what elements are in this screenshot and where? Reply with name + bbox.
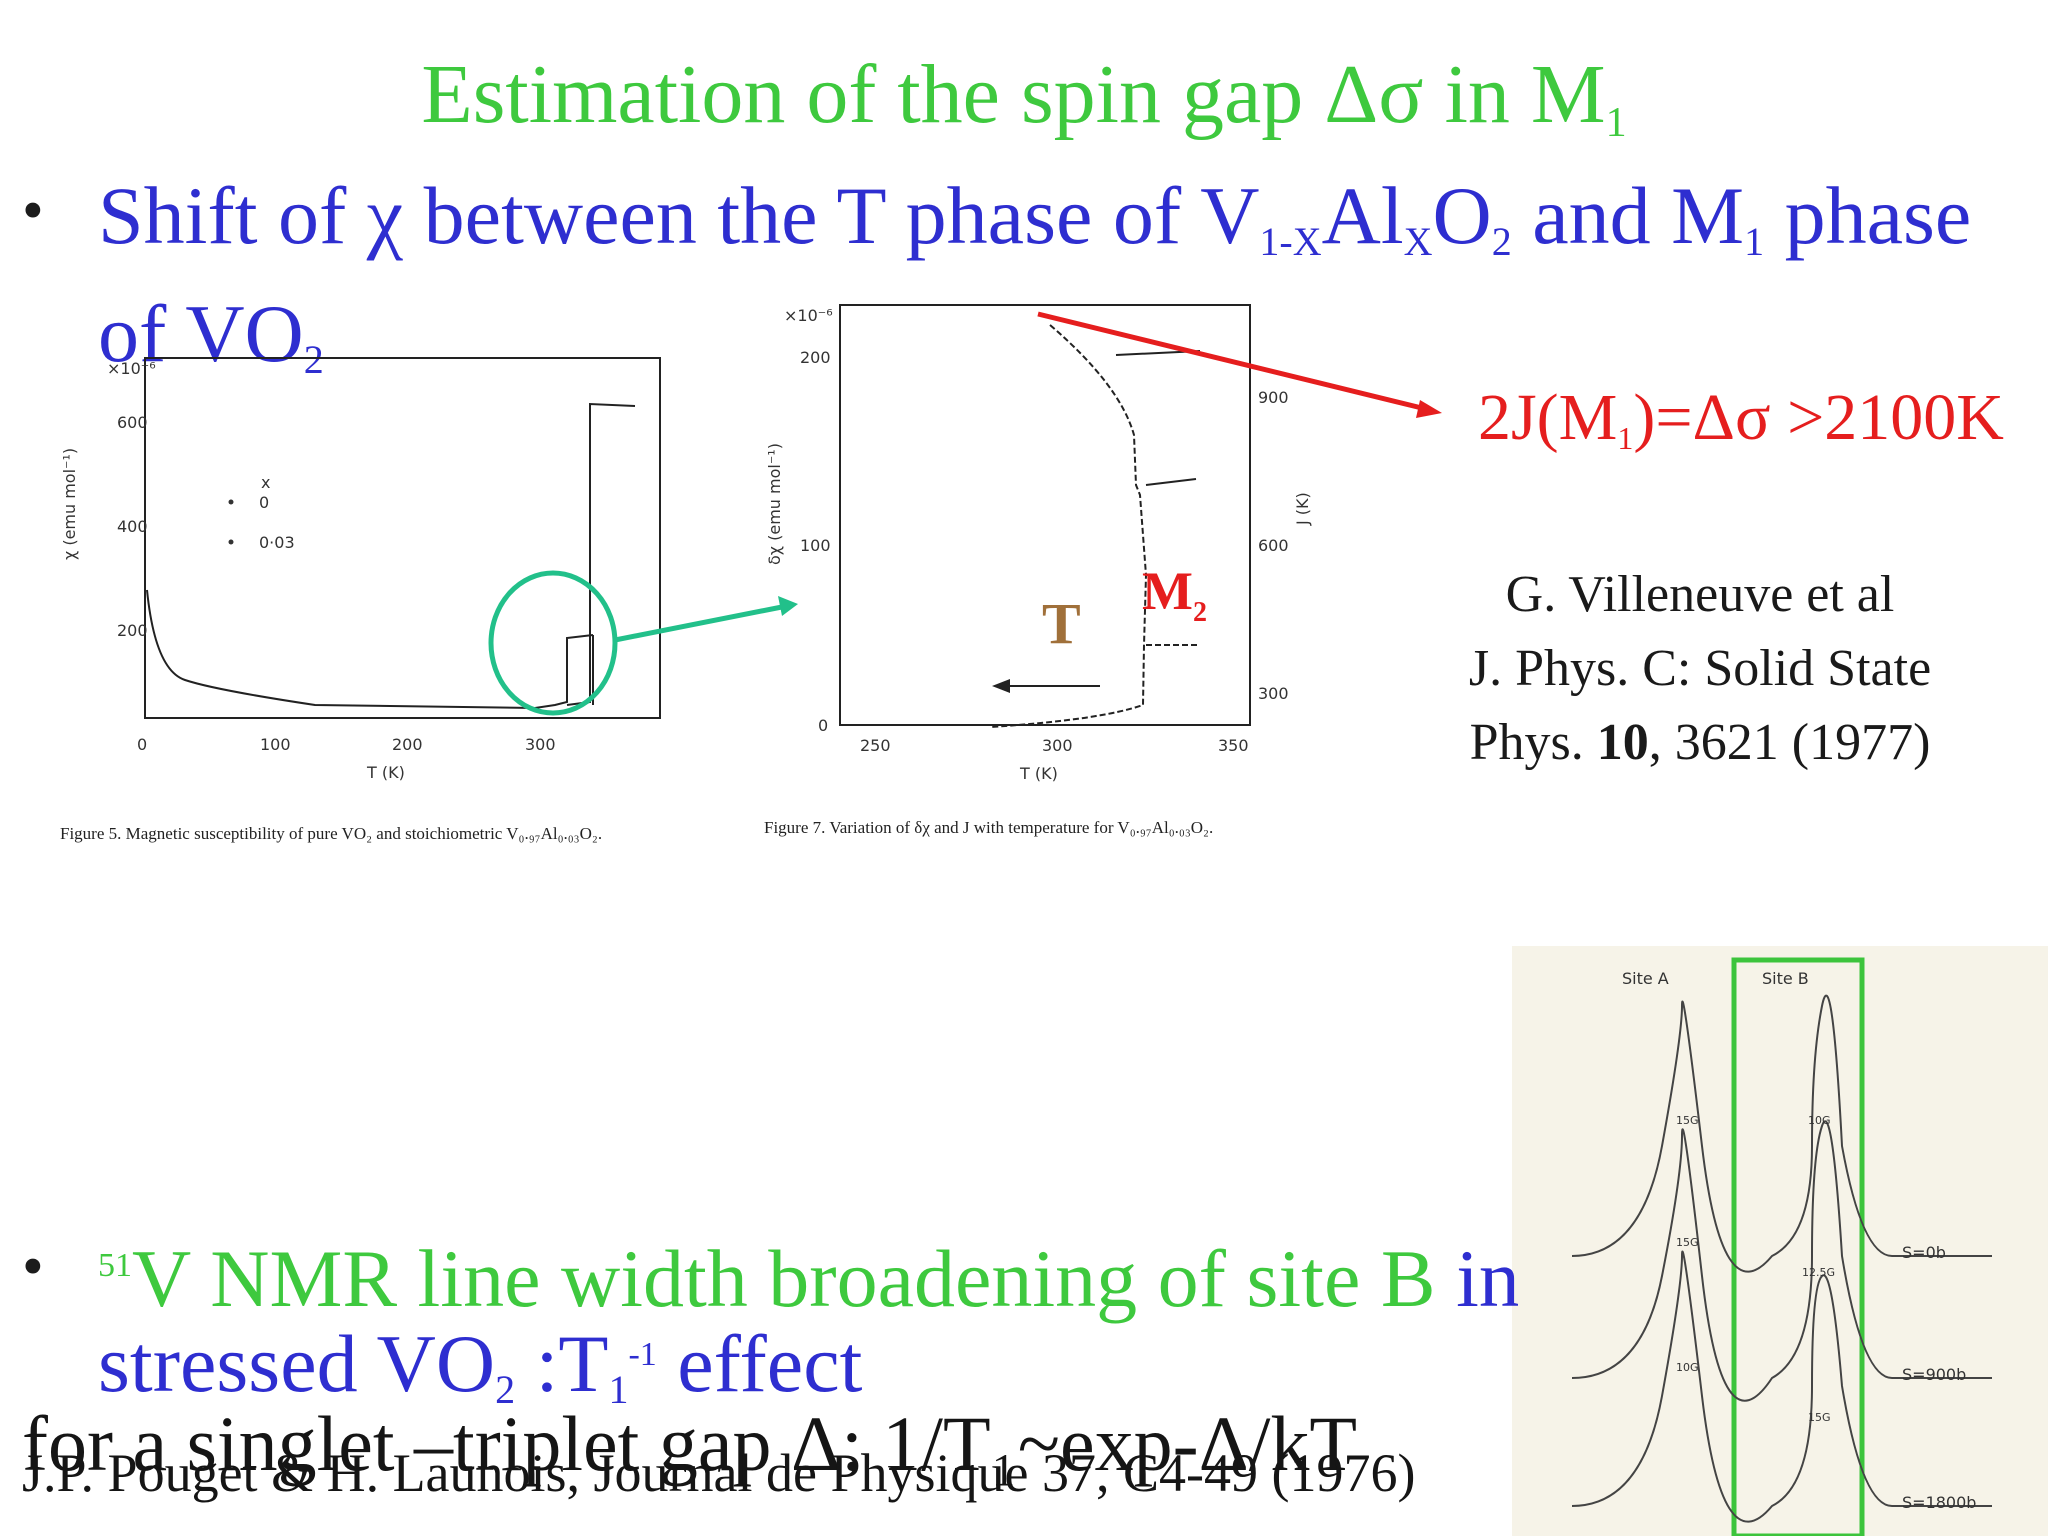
result-arrow-line	[1037, 311, 1431, 413]
nmr-site-b-label: Site B	[1762, 969, 1809, 988]
fig7-xtick-350: 350	[1218, 736, 1249, 755]
fig5-ytick-200: 200	[117, 621, 148, 640]
bullet-2-text: 51V NMR line width broadening of site B …	[98, 1233, 1518, 1413]
fig5-legend-marker-1	[228, 539, 234, 545]
result-arrow-head	[1416, 400, 1442, 418]
fig7-cooling-arrow-head	[992, 679, 1010, 693]
label-M2-phase: M2	[1142, 561, 1207, 628]
nmr-width-a-1: 15G	[1676, 1114, 1699, 1127]
fig5-ylabel: χ (emu mol⁻¹)	[60, 448, 79, 560]
fig7-ytick-right-300: 300	[1258, 684, 1289, 703]
fig7-j-segment	[1145, 478, 1197, 486]
fig5-curve-jump	[566, 402, 636, 706]
nmr-stress-900: S=900b	[1902, 1365, 1966, 1384]
fig7-frame	[839, 304, 1251, 726]
fig7-xlabel: T (K)	[1019, 764, 1058, 783]
fig7-curve	[989, 324, 1148, 728]
nmr-figure-panel	[1512, 946, 2048, 1536]
fig7-ytick-200: 200	[800, 348, 831, 367]
figure-5-plot: ×10⁻⁶ 600 400 200 χ (emu mol⁻¹) 0 100 20…	[60, 357, 661, 782]
fig5-xtick-300: 300	[525, 735, 556, 754]
gap-result: 2J(M1)=Δσ >2100K	[1478, 381, 2004, 456]
citation-line-3: Phys. 10, 3621 (1977)	[1469, 714, 1931, 771]
fig7-yexp: ×10⁻⁶	[784, 306, 833, 325]
nmr-trace-s900	[1571, 1120, 1992, 1402]
highlight-ellipse	[488, 570, 618, 716]
nmr-trace-s1800	[1571, 1250, 1992, 1523]
nmr-site-b-highlight	[1731, 957, 1865, 1536]
fig5-legend-1: 0·03	[259, 533, 295, 552]
fig5-legend-head: x	[261, 473, 270, 492]
fig5-xtick-0: 0	[137, 735, 147, 754]
fig7-ylabel-right: J (K)	[1293, 492, 1312, 526]
bullet-1-text: Shift of χ between the T phase of V1-XAl…	[98, 170, 1972, 382]
nmr-site-a-label: Site A	[1622, 969, 1669, 988]
highlight-arrow-head	[778, 596, 798, 616]
citation-line-1: G. Villeneuve et al	[1505, 566, 1895, 623]
nmr-width-b-3: 15G	[1808, 1411, 1831, 1424]
fig5-xlabel: T (K)	[366, 763, 405, 782]
nmr-width-a-2: 15G	[1676, 1236, 1699, 1249]
fig7-ytick-right-900: 900	[1258, 388, 1289, 407]
label-T-phase: T	[1042, 591, 1081, 656]
fig5-yexp: ×10⁻⁶	[107, 359, 156, 378]
fig7-ytick-right-600: 600	[1258, 536, 1289, 555]
figure-5-caption: Figure 5. Magnetic susceptibility of pur…	[60, 824, 603, 843]
fig5-ytick-600: 600	[117, 413, 148, 432]
fig5-curve-x0-low	[146, 589, 594, 710]
figure-7-caption: Figure 7. Variation of δχ and J with tem…	[764, 818, 1214, 837]
nmr-trace-s0	[1571, 994, 1992, 1273]
highlight-overlay	[488, 570, 798, 716]
fig7-xtick-250: 250	[860, 736, 891, 755]
fig5-legend-marker-0	[228, 499, 234, 505]
pouget-reference: J.P. Pouget & H. Launois, Journal de Phy…	[22, 1443, 1416, 1503]
nmr-width-b-1: 10G	[1808, 1114, 1831, 1127]
fig7-ytick-0: 0	[818, 716, 828, 735]
nmr-width-b-2: 12.5G	[1802, 1266, 1835, 1279]
fig5-ytick-400: 400	[117, 517, 148, 536]
fig7-ylabel: δχ (emu mol⁻¹)	[765, 443, 784, 565]
nmr-figure: Site A Site B 15G 15G 10G 10G 12.5G 15G …	[1571, 957, 1992, 1536]
citation-villeneuve: G. Villeneuve et al J. Phys. C: Solid St…	[1400, 558, 2000, 780]
citation-line-2: J. Phys. C: Solid State	[1468, 640, 1932, 697]
bullet-marker-2: •	[22, 1233, 44, 1301]
nmr-stress-1800: S=1800b	[1902, 1493, 1976, 1512]
nmr-width-a-3: 10G	[1676, 1361, 1699, 1374]
nmr-stress-0: S=0b	[1902, 1243, 1946, 1262]
fig5-xtick-100: 100	[260, 735, 291, 754]
fig5-xtick-200: 200	[392, 735, 423, 754]
fig5-legend-0: 0	[259, 493, 269, 512]
result-arrow	[1037, 311, 1442, 418]
highlight-arrow-line	[614, 602, 793, 643]
fig7-xtick-300: 300	[1042, 736, 1073, 755]
bullet-marker: •	[22, 177, 44, 245]
singlet-triplet-formula: for a singlet –triplet gap Δ: 1/T₁~exp-Δ…	[22, 1400, 1358, 1487]
fig5-frame	[144, 357, 661, 719]
figure-7-plot: ×10⁻⁶ 200 100 0 δχ (emu mol⁻¹) 900 600 3…	[765, 304, 1312, 783]
slide-title: Estimation of the spin gap Δσ in M1	[421, 48, 1627, 146]
fig7-ytick-100: 100	[800, 536, 831, 555]
